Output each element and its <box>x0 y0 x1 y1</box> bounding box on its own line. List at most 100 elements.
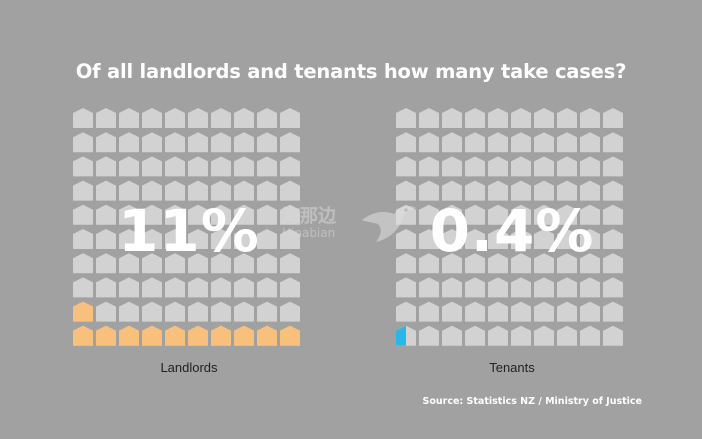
house-icon <box>488 253 508 274</box>
house-icon <box>165 253 185 274</box>
house-icon <box>534 229 554 249</box>
house-icon-filled <box>396 325 406 346</box>
house-icon <box>119 277 139 298</box>
house-icon <box>557 204 577 225</box>
house-icon <box>442 277 462 298</box>
house-icon <box>534 325 554 346</box>
house-icon <box>211 108 231 128</box>
house-icon <box>73 204 93 225</box>
house-icon <box>234 204 254 225</box>
house-icon <box>234 277 254 298</box>
house-icon <box>280 301 300 322</box>
house-icon <box>396 229 416 249</box>
house-icon <box>73 108 93 128</box>
tenants-house-grid <box>396 108 623 346</box>
house-icon <box>142 108 162 128</box>
house-icon <box>142 253 162 274</box>
tenants-percentage: 0.4% <box>429 197 595 265</box>
house-icon <box>96 301 116 322</box>
house-icon <box>488 132 508 153</box>
house-icon <box>465 132 485 153</box>
house-icon <box>142 301 162 322</box>
house-icon <box>603 277 623 298</box>
house-icon <box>142 277 162 298</box>
house-icon <box>96 229 116 249</box>
house-icon <box>557 325 577 346</box>
house-icon <box>234 132 254 153</box>
house-icon <box>142 132 162 153</box>
house-icon-filled <box>73 325 93 346</box>
house-icon <box>234 180 254 201</box>
house-icon <box>488 156 508 177</box>
house-icon <box>257 229 277 249</box>
house-icon <box>419 301 439 322</box>
house-icon <box>534 277 554 298</box>
house-icon <box>511 180 531 201</box>
house-icon <box>257 180 277 201</box>
house-icon <box>465 204 485 225</box>
house-icon <box>165 277 185 298</box>
house-icon <box>419 277 439 298</box>
house-icon <box>534 132 554 153</box>
house-icon <box>280 204 300 225</box>
house-icon <box>442 325 462 346</box>
house-icon <box>280 108 300 128</box>
house-icon <box>511 156 531 177</box>
house-icon <box>165 204 185 225</box>
house-icon <box>119 253 139 274</box>
house-icon <box>580 180 600 201</box>
house-icon <box>603 204 623 225</box>
house-icon-filled <box>96 325 116 346</box>
house-icon <box>580 253 600 274</box>
house-icon <box>557 253 577 274</box>
house-icon <box>511 301 531 322</box>
house-icon <box>142 229 162 249</box>
watermark-en-text: Hinabian <box>282 226 336 240</box>
house-icon <box>557 229 577 249</box>
house-icon <box>280 180 300 201</box>
chart-title: Of all landlords and tenants how many ta… <box>75 60 627 83</box>
house-icon <box>603 132 623 153</box>
house-icon <box>188 156 208 177</box>
house-icon <box>165 132 185 153</box>
house-icon <box>211 301 231 322</box>
house-icon <box>188 253 208 274</box>
house-icon <box>211 253 231 274</box>
house-icon <box>257 204 277 225</box>
house-icon <box>557 301 577 322</box>
house-icon <box>396 132 416 153</box>
house-icon <box>419 132 439 153</box>
house-icon <box>211 156 231 177</box>
house-icon <box>419 325 439 346</box>
house-icon <box>419 229 439 249</box>
house-icon <box>534 156 554 177</box>
house-icon <box>234 229 254 249</box>
house-icon-filled <box>211 325 231 346</box>
house-icon <box>419 204 439 225</box>
house-icon <box>511 325 531 346</box>
house-icon <box>96 156 116 177</box>
house-icon <box>165 229 185 249</box>
watermark-cn-text: 海那边 <box>282 206 336 227</box>
house-icon <box>488 108 508 128</box>
house-icon <box>96 132 116 153</box>
house-icon <box>419 156 439 177</box>
house-icon <box>442 180 462 201</box>
house-icon <box>257 108 277 128</box>
house-icon <box>280 229 300 249</box>
house-icon <box>119 301 139 322</box>
house-icon <box>603 253 623 274</box>
house-icon <box>280 132 300 153</box>
house-icon <box>188 277 208 298</box>
bird-icon <box>362 206 416 242</box>
house-icon <box>257 132 277 153</box>
house-icon <box>96 253 116 274</box>
house-icon <box>465 229 485 249</box>
house-icon <box>73 156 93 177</box>
house-icon <box>465 108 485 128</box>
house-icon <box>580 325 600 346</box>
house-icon <box>257 301 277 322</box>
house-icon-filled <box>142 325 162 346</box>
house-icon <box>465 156 485 177</box>
house-icon <box>257 277 277 298</box>
